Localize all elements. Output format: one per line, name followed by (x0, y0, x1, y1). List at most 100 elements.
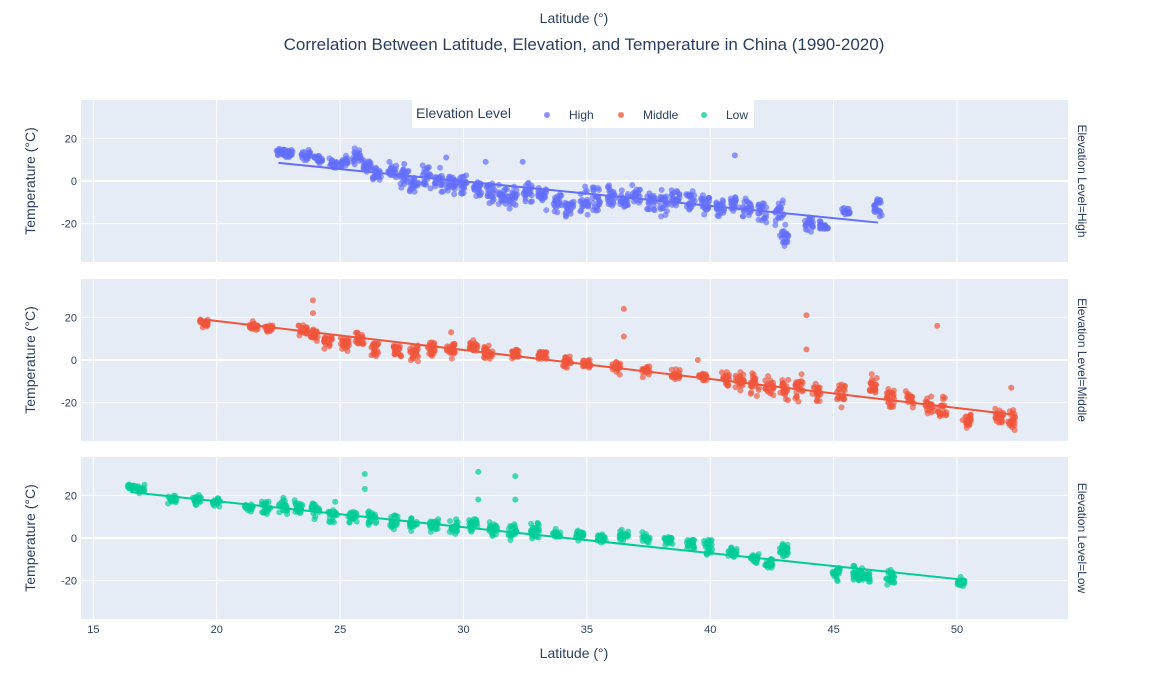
data-point (448, 526, 455, 533)
data-point (507, 536, 514, 543)
data-point (344, 159, 351, 166)
data-point (291, 497, 298, 504)
data-point (364, 163, 371, 170)
data-point (369, 341, 376, 348)
legend-marker (618, 112, 624, 118)
data-point (724, 382, 731, 389)
outlier-point (475, 468, 482, 475)
facet-label: Elevation Level=High (1075, 124, 1089, 237)
data-point (471, 186, 478, 193)
data-point (394, 513, 401, 520)
data-point (437, 164, 444, 171)
data-point (326, 518, 333, 525)
x-tick-label: 35 (581, 624, 593, 636)
data-point (667, 534, 674, 541)
data-point (779, 553, 786, 560)
data-point (720, 209, 727, 216)
legend-title: Elevation Level (416, 105, 511, 121)
data-point (639, 537, 646, 544)
data-point (705, 544, 712, 551)
data-point (421, 179, 428, 186)
data-point (356, 157, 363, 164)
data-point (997, 419, 1004, 426)
data-point (732, 384, 739, 391)
data-point (992, 405, 999, 412)
data-point (366, 517, 373, 524)
data-point (447, 174, 454, 181)
data-point (315, 505, 322, 512)
facet-panel-middle: -20 0 20 Temperature (°C) Elevation Level=Mi… (22, 279, 1089, 441)
data-point (258, 498, 265, 505)
data-point (355, 150, 362, 157)
data-point (509, 195, 516, 202)
data-point (749, 370, 756, 377)
data-point (782, 232, 789, 239)
data-point (739, 213, 746, 220)
legend-item-high[interactable]: High (544, 108, 594, 122)
outlier-point (443, 154, 450, 161)
data-point (816, 384, 823, 391)
data-point (316, 156, 323, 163)
data-point (386, 158, 393, 165)
chart-title: Correlation Between Latitude, Elevation,… (284, 35, 885, 54)
data-point (352, 329, 359, 336)
data-point (835, 569, 842, 576)
data-point (865, 573, 872, 580)
data-point (299, 501, 306, 508)
data-point (909, 404, 916, 411)
x-tick-label: 45 (827, 624, 839, 636)
data-point (471, 340, 478, 347)
y-tick-label: 20 (65, 490, 77, 502)
data-point (338, 158, 345, 165)
data-point (414, 358, 421, 365)
data-point (408, 521, 415, 528)
data-point (803, 221, 810, 228)
data-point (528, 198, 535, 205)
data-point (814, 392, 821, 399)
data-point (407, 178, 414, 185)
data-point (699, 192, 706, 199)
data-point (992, 415, 999, 422)
data-point (605, 201, 612, 208)
outlier-point (620, 305, 627, 312)
data-point (668, 187, 675, 194)
data-point (591, 184, 598, 191)
data-point (351, 145, 358, 152)
data-point (691, 537, 698, 544)
x-tick-label: 20 (211, 624, 223, 636)
data-point (522, 195, 529, 202)
data-point (596, 534, 603, 541)
legend-item-middle[interactable]: Middle (618, 108, 679, 122)
facet-panel-low: -20 0 20 Temperature (°C) Elevation Level=Lo… (22, 457, 1089, 636)
data-point (765, 373, 772, 380)
data-point (392, 351, 399, 358)
data-point (395, 346, 402, 353)
trendline (278, 161, 879, 224)
outlier-point (309, 310, 316, 317)
data-point (859, 576, 866, 583)
outlier-point (475, 496, 482, 503)
data-point (407, 357, 414, 364)
data-point (730, 207, 737, 214)
data-point (718, 369, 725, 376)
data-point (543, 207, 550, 214)
legend[interactable]: Elevation Level High Middle Low (412, 100, 754, 128)
data-point (459, 190, 466, 197)
outlier-point (309, 297, 316, 304)
data-point (645, 206, 652, 213)
data-point (775, 214, 782, 221)
y-axis-title: Temperature (°C) (22, 484, 38, 592)
data-point (835, 386, 842, 393)
data-point (451, 191, 458, 198)
data-point (528, 528, 535, 535)
data-point (1010, 407, 1017, 414)
legend-item-low[interactable]: Low (701, 108, 748, 122)
data-point (140, 484, 147, 491)
data-point (777, 232, 784, 239)
data-point (1009, 421, 1016, 428)
top-x-axis-title: Latitude (°) (540, 10, 609, 26)
data-point (192, 499, 199, 506)
legend-background (412, 100, 754, 128)
data-point (686, 193, 693, 200)
data-point (289, 148, 296, 155)
